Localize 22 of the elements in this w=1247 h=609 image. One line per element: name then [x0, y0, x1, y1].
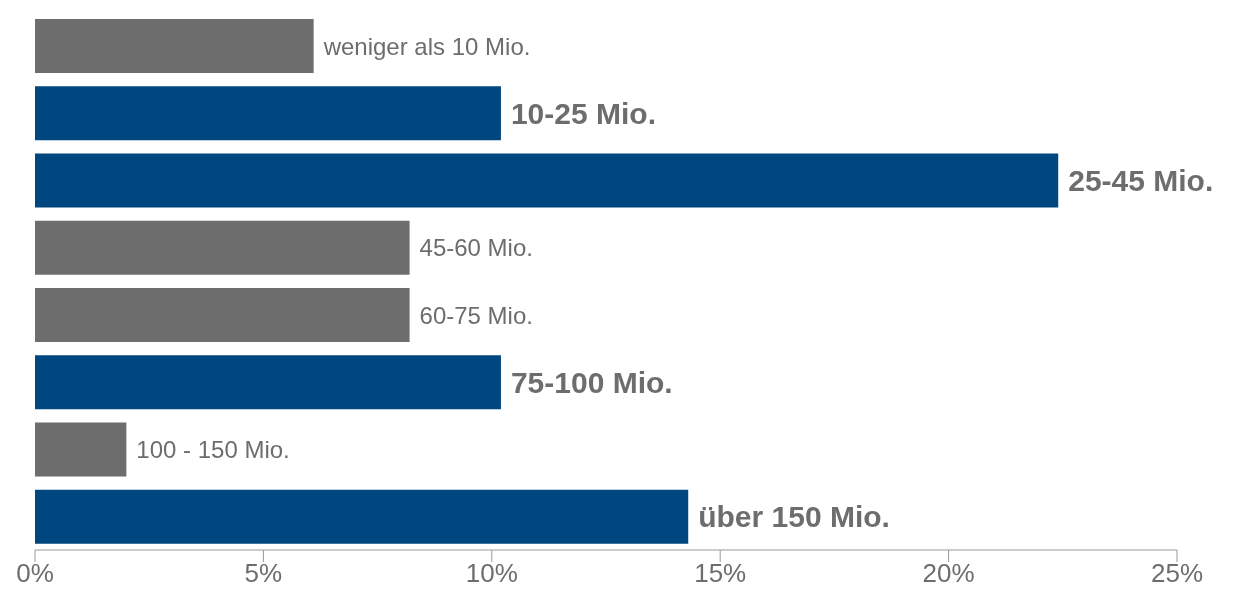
bar: [35, 355, 501, 410]
bar: [35, 220, 410, 275]
x-tick-label: 20%: [922, 558, 975, 589]
x-tick-label: 5%: [244, 558, 283, 589]
x-tick-label: 25%: [1150, 558, 1204, 589]
y-tick-label: 75-100 Mio.: [510, 365, 673, 399]
y-tick-label: über 150 Mio.: [698, 500, 890, 534]
x-tick-label: 0%: [16, 558, 54, 589]
y-tick-label: 10-25 Mio.: [510, 96, 656, 130]
y-tick-label: 45-60 Mio.: [419, 234, 533, 262]
bar: [35, 489, 689, 544]
x-tick-label: 10%: [465, 558, 518, 589]
x-tick-label: 15%: [694, 558, 747, 589]
bar: [35, 288, 410, 342]
bar: [35, 19, 314, 73]
y-tick-label: 100 - 150 Mio.: [136, 436, 290, 463]
y-tick-label: 60-75 Mio.: [419, 301, 533, 329]
y-tick-label: weniger als 10 Mio.: [322, 32, 531, 60]
y-tick-label: 25-45 Mio.: [1068, 164, 1214, 197]
bar: [35, 86, 501, 141]
bar: [35, 422, 127, 477]
bar: [35, 153, 1059, 208]
